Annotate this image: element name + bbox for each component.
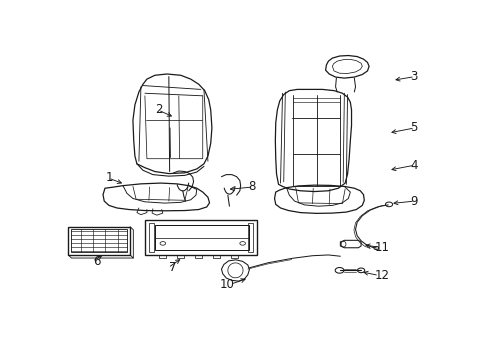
Text: 3: 3 xyxy=(409,70,417,83)
Text: 12: 12 xyxy=(373,269,388,282)
Text: 2: 2 xyxy=(155,103,163,116)
Text: 1: 1 xyxy=(105,171,113,184)
Text: 10: 10 xyxy=(219,278,234,291)
Text: 5: 5 xyxy=(409,121,417,134)
Text: 7: 7 xyxy=(169,261,176,274)
Text: 4: 4 xyxy=(409,159,417,172)
Text: 9: 9 xyxy=(409,194,417,208)
Text: 6: 6 xyxy=(93,255,101,268)
Text: 11: 11 xyxy=(373,241,388,254)
Text: 8: 8 xyxy=(248,180,256,193)
